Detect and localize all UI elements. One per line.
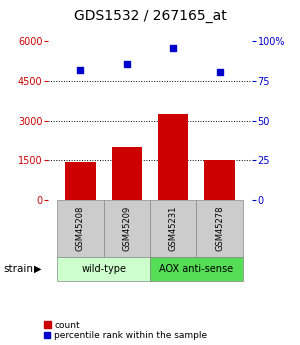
Bar	[103, 200, 150, 257]
Text: AOX anti-sense: AOX anti-sense	[159, 264, 233, 274]
Text: GSM45208: GSM45208	[76, 206, 85, 251]
Point	[78, 67, 83, 73]
Bar	[57, 257, 150, 281]
Text: GSM45231: GSM45231	[169, 206, 178, 251]
Bar	[57, 200, 104, 257]
Text: strain: strain	[3, 264, 33, 274]
Legend: count, percentile rank within the sample: count, percentile rank within the sample	[44, 321, 208, 341]
Text: wild-type: wild-type	[81, 264, 126, 274]
Point	[171, 45, 176, 50]
Text: GDS1532 / 267165_at: GDS1532 / 267165_at	[74, 9, 226, 22]
Bar	[65, 162, 95, 200]
Text: GSM45278: GSM45278	[215, 206, 224, 251]
Bar	[150, 257, 243, 281]
Text: ▶: ▶	[34, 264, 41, 274]
Point	[124, 61, 129, 66]
Text: GSM45209: GSM45209	[122, 206, 131, 251]
Bar	[158, 114, 188, 200]
Point	[217, 69, 222, 74]
Bar	[112, 147, 142, 200]
Bar	[205, 160, 235, 200]
Bar	[150, 200, 196, 257]
Bar	[196, 200, 243, 257]
